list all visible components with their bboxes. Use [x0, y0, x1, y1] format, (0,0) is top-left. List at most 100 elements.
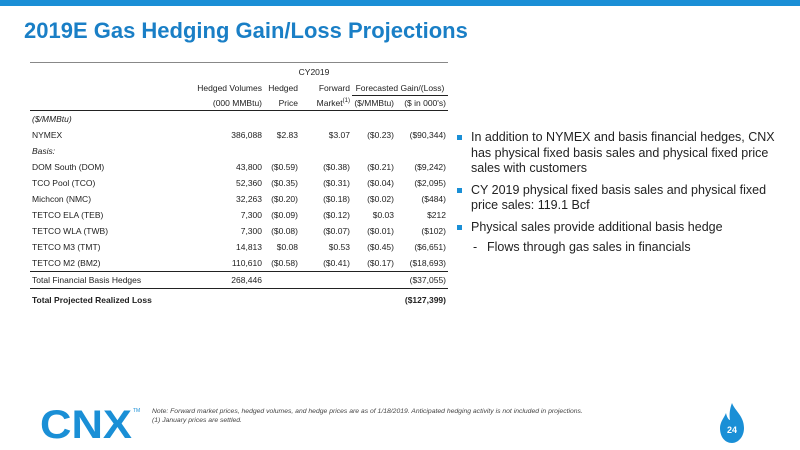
- cell-gain-total: ($18,693): [409, 258, 446, 268]
- bullet-square-icon: [457, 187, 462, 193]
- bullet-item: In addition to NYMEX and basis financial…: [457, 130, 787, 177]
- row-label: Total Projected Realized Loss: [30, 288, 300, 311]
- logo-text: CNX: [40, 403, 132, 444]
- cell-price: ($0.08): [271, 226, 298, 236]
- table-row-total-basis: Total Financial Basis Hedges 268,446 ($3…: [30, 271, 448, 289]
- cell-gain-per-unit: ($0.23): [367, 130, 394, 140]
- cell-volume: 110,610: [231, 258, 262, 268]
- cell-market: ($0.41): [323, 258, 350, 268]
- logo-tm: TM: [133, 408, 140, 414]
- table-row: TCO Pool (TCO) 52,360 ($0.35) ($0.31) ($0.04…: [30, 175, 448, 191]
- column-header-row-bottom: (000 MMBtu) Price Market(1) ($/MMBtu) ($…: [30, 95, 448, 111]
- cell-market: ($0.31): [323, 178, 350, 188]
- col-header-hedged-volumes: Hedged Volumes: [197, 83, 262, 94]
- cell-volume: 7,300: [240, 226, 262, 236]
- footnote-line-1: Note: Forward market prices, hedged volu…: [152, 408, 583, 415]
- cell-price: $2.83: [276, 130, 298, 140]
- cell-gain-per-unit: ($0.02): [367, 194, 394, 204]
- col-header-units: (000 MMBtu): [180, 95, 264, 111]
- bullet-item: CY 2019 physical fixed basis sales and p…: [457, 183, 787, 214]
- row-label: TETCO M2 (BM2): [32, 258, 101, 268]
- group-header: CY2019: [180, 62, 448, 81]
- col-header-forward: Forward: [318, 83, 350, 94]
- cell-price: ($0.20): [271, 194, 298, 204]
- cell-gain-total: $212: [427, 210, 446, 220]
- cnx-logo: CNX TM: [40, 403, 140, 444]
- row-label: Michcon (NMC): [32, 194, 92, 204]
- cell-gain-total: ($484): [421, 194, 446, 204]
- bullet-square-icon: [457, 224, 462, 230]
- bullet-list: In addition to NYMEX and basis financial…: [457, 130, 787, 256]
- table-row-total-loss: Total Projected Realized Loss ($127,399): [30, 288, 448, 311]
- col-header-market: Market(1): [300, 95, 352, 111]
- cell-volume: 7,300: [240, 210, 262, 220]
- footnote: Note: Forward market prices, hedged volu…: [152, 407, 583, 425]
- table-row: Michcon (NMC) 32,263 ($0.20) ($0.18) ($0.02)…: [30, 191, 448, 207]
- page-title: 2019E Gas Hedging Gain/Loss Projections: [24, 18, 468, 43]
- cell-market: ($0.12): [323, 210, 350, 220]
- cell-gain-total: ($127,399): [396, 288, 448, 311]
- cell-gain-per-unit: ($0.45): [367, 242, 394, 252]
- cell-price: ($0.35): [271, 178, 298, 188]
- sub-bullet-item: - Flows through gas sales in financials: [473, 240, 691, 254]
- hedging-table: CY2019 Hedged Volumes Hedged Forward For…: [30, 62, 448, 311]
- cell-volume: 52,360: [236, 178, 262, 188]
- cell-volume: 43,800: [236, 162, 262, 172]
- cell-market: ($0.07): [323, 226, 350, 236]
- table-row: TETCO WLA (TWB) 7,300 ($0.08) ($0.07) ($0.01…: [30, 223, 448, 239]
- cell-market: $0.53: [328, 242, 350, 252]
- cell-gain-per-unit: ($0.04): [367, 178, 394, 188]
- cell-price: ($0.58): [271, 258, 298, 268]
- col-header-thousands: ($ in 000's): [396, 95, 448, 111]
- cell-price: ($0.59): [271, 162, 298, 172]
- cell-market: ($0.18): [323, 194, 350, 204]
- sub-bullet-dash: -: [473, 240, 478, 254]
- cell-gain-per-unit: ($0.01): [367, 226, 394, 236]
- cell-volume: 14,813: [236, 242, 262, 252]
- cell-gain-total: ($102): [421, 226, 446, 236]
- cell-gain-per-unit: ($0.17): [367, 258, 394, 268]
- cell-volume: 268,446: [180, 271, 264, 289]
- footnote-marker: (1): [342, 97, 350, 104]
- top-accent-bar: [0, 0, 800, 6]
- footnote-line-2: (1) January prices are settled.: [152, 417, 242, 424]
- cell-price: $0.08: [276, 242, 298, 252]
- unit-label: ($/MMBtu): [32, 114, 72, 124]
- cell-gain-per-unit: ($0.21): [367, 162, 394, 172]
- row-label: TCO Pool (TCO): [32, 178, 96, 188]
- row-label: TETCO ELA (TEB): [32, 210, 104, 220]
- col-header-per-mmbtu: ($/MMBtu): [352, 95, 396, 111]
- cell-volume: 32,263: [236, 194, 262, 204]
- cell-gain-per-unit: $0.03: [372, 210, 394, 220]
- page-number-flame-icon: 24: [720, 403, 744, 443]
- cell-market: $3.07: [328, 130, 350, 140]
- unit-label-row: ($/MMBtu): [30, 111, 448, 128]
- table-row: TETCO M2 (BM2) 110,610 ($0.58) ($0.41) ($0.1…: [30, 255, 448, 272]
- table-row: TETCO M3 (TMT) 14,813 $0.08 $0.53 ($0.45) ($6…: [30, 239, 448, 255]
- cell-gain-total: ($6,651): [414, 242, 446, 252]
- col-header-forecasted: Forecasted Gain/(Loss): [352, 81, 448, 96]
- page-number: 24: [727, 425, 737, 435]
- row-label: TETCO WLA (TWB): [32, 226, 109, 236]
- row-label: Total Financial Basis Hedges: [30, 271, 180, 289]
- table-row: TETCO ELA (TEB) 7,300 ($0.09) ($0.12) $0.03 $…: [30, 207, 448, 223]
- cell-market: ($0.38): [323, 162, 350, 172]
- col-header-price: Price: [264, 95, 300, 111]
- row-label: DOM South (DOM): [32, 162, 105, 172]
- bullet-item: Physical sales provide additional basis …: [457, 220, 787, 236]
- col-header-hedged: Hedged: [268, 83, 298, 94]
- cell-gain-total: ($2,095): [414, 178, 446, 188]
- cell-gain-total: ($37,055): [396, 271, 448, 289]
- cell-gain-total: ($90,344): [409, 130, 446, 140]
- basis-label-row: Basis:: [30, 143, 448, 159]
- cell-gain-total: ($9,242): [414, 162, 446, 172]
- column-header-row-top: Hedged Volumes Hedged Forward Forecasted…: [30, 81, 448, 96]
- basis-label: Basis:: [32, 146, 56, 156]
- table-row: DOM South (DOM) 43,800 ($0.59) ($0.38) ($0.2…: [30, 159, 448, 175]
- bullet-square-icon: [457, 135, 462, 140]
- cell-volume: 386,088: [231, 130, 262, 140]
- cell-price: ($0.09): [271, 210, 298, 220]
- group-header-row: CY2019: [30, 62, 448, 81]
- table-row-nymex: NYMEX 386,088 $2.83 $3.07 ($0.23) ($90,3…: [30, 127, 448, 143]
- row-label: TETCO M3 (TMT): [32, 242, 101, 252]
